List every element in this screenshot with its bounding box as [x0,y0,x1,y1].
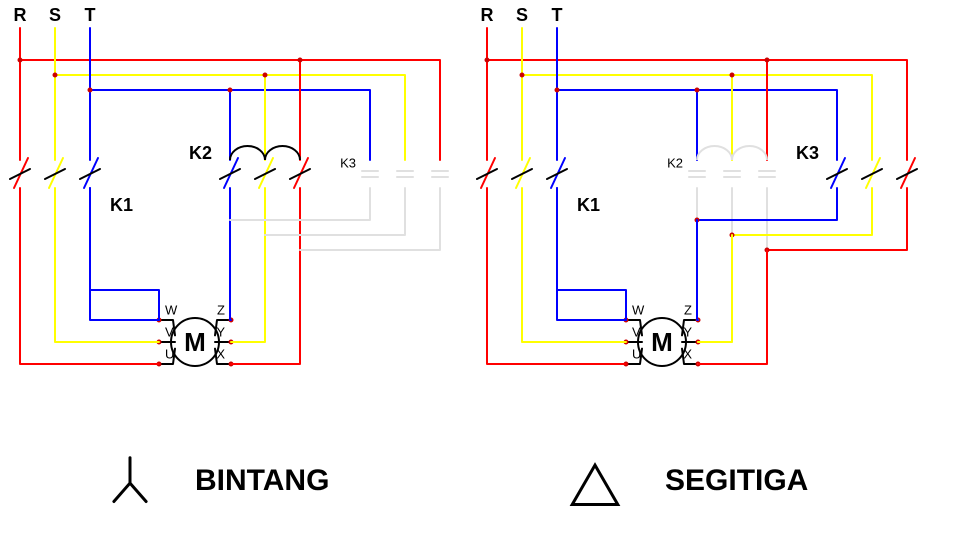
junction-node [695,88,699,92]
delta-icon [572,465,618,504]
k3-to-Z [697,220,698,320]
motor-symbol: MW Z V Y U X [157,302,233,366]
junction-node [263,73,267,77]
junction-node [18,58,22,62]
k2-to-Y [231,188,265,342]
junction-node [53,73,57,77]
k2-to-Y [698,188,732,342]
termY-label: Y [683,324,692,339]
bridge-arc [697,146,732,160]
junction-node [520,73,524,77]
phase-T-label: T [85,5,96,25]
termW-label: W [165,302,178,317]
k3-pole-a [362,171,378,177]
k1-pole-T [80,158,100,188]
bridge-arc [265,146,300,160]
wire [130,483,146,501]
k3-label: K3 [796,143,819,163]
termX-label: X [683,346,692,361]
junction-node [228,88,232,92]
phase-S-label: S [49,5,61,25]
junction-node [298,58,302,62]
termV-label: V [165,324,174,339]
termZ-label: Z [684,302,692,317]
junction-node [730,73,734,77]
k3-pole-a [827,158,847,188]
termY-label: Y [216,324,225,339]
k3-under-b [732,188,872,235]
k2-label: K2 [667,155,683,170]
phase-T-label: T [552,5,563,25]
triangle [572,465,618,504]
k2-label: K2 [189,143,212,163]
termU-label: U [165,346,174,361]
k3-pole-c [432,171,448,177]
motor-label: M [651,327,673,357]
panel-star: R S T K1 K2 K3 MW Z V Y U X [10,5,448,366]
phase-S-label: S [516,5,528,25]
k2-pole-c [290,158,310,188]
termW-label: W [632,302,645,317]
k1-pole-T [547,158,567,188]
k1-pole-R [477,158,497,188]
k3-under-b [265,188,405,235]
k1-pole-S [512,158,532,188]
k2-to-Z [230,188,231,320]
motor-label: M [184,327,206,357]
termV-label: V [632,324,641,339]
phase-R-label: R [481,5,494,25]
junction-node [555,88,559,92]
wire [114,483,130,501]
k1-pole-S [45,158,65,188]
k3-pole-b [862,158,882,188]
termU-label: U [632,346,641,361]
termX-label: X [216,346,225,361]
k2-pole-a [220,158,240,188]
k2-pole-c [759,171,775,177]
k3-pole-c [897,158,917,188]
termZ-label: Z [217,302,225,317]
k2-pole-a [689,171,705,177]
k2-pole-b [255,158,275,188]
junction-node [765,58,769,62]
k3-pole-b [397,171,413,177]
caption-delta: SEGITIGA [665,464,808,497]
phase-R-label: R [14,5,27,25]
caption-star: BINTANG [195,464,329,497]
k2-pole-b [724,171,740,177]
star-icon [114,458,146,502]
k1-to-V [55,188,159,342]
k3-label: K3 [340,155,356,170]
junction-node [485,58,489,62]
bridge-arc [732,146,767,160]
motor-symbol: MW Z V Y U X [624,302,700,366]
k1-label: K1 [110,195,133,215]
junction-node [88,88,92,92]
bridge-arc [230,146,265,160]
k1-to-V [522,188,626,342]
k1-label: K1 [577,195,600,215]
k3-to-Y [698,235,732,342]
panel-delta: R S T K1 K2 K3 MW Z V Y U X [477,5,917,366]
k1-pole-R [10,158,30,188]
